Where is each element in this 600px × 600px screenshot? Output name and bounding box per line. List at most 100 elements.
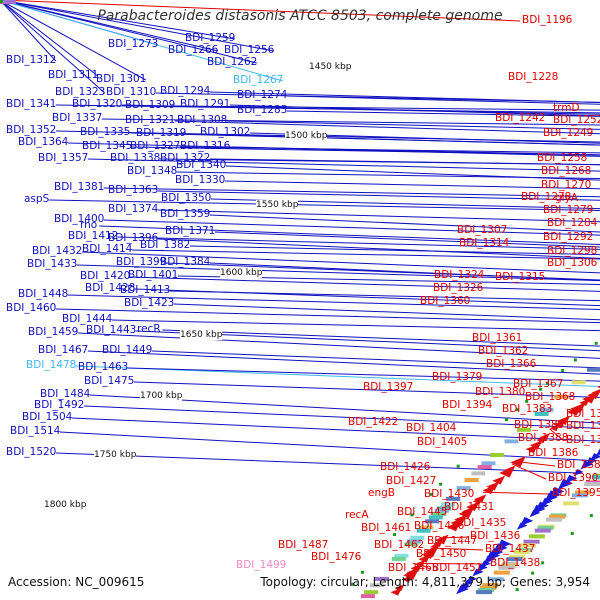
reverse-gene-arrow <box>482 484 496 495</box>
gc-dot <box>541 561 545 565</box>
leader-line <box>99 225 600 246</box>
leader-line <box>117 236 600 250</box>
cog-tile <box>394 553 409 558</box>
cog-tile <box>464 478 479 483</box>
leader-line <box>55 308 600 324</box>
gene-label: BDI_1298 <box>547 245 598 257</box>
gene-label: BDI_1467 <box>38 344 89 356</box>
cog-tile <box>369 583 384 588</box>
gene-label: BDI_1499 <box>236 559 287 571</box>
gene-label: BDI_1459 <box>28 326 79 338</box>
gene-label: BDI_1427 <box>386 475 437 487</box>
gene-label: BDI_1390 <box>548 472 599 484</box>
leader-line <box>229 146 600 156</box>
gene-label: BDI_1310 <box>106 86 157 98</box>
gene-label: BDI_1476 <box>311 551 362 563</box>
gene-label: BDI_1324 <box>434 269 485 281</box>
gene-label: BDI_1270 <box>541 179 592 191</box>
reverse-gene-arrow <box>472 497 484 505</box>
gc-dot <box>439 482 443 486</box>
leader-line <box>134 288 600 307</box>
gene-label: BDI_1478 <box>26 359 77 371</box>
reverse-gene-arrow <box>403 568 419 580</box>
forward-gene-arrow <box>472 568 484 577</box>
reverse-gene-arrow <box>414 559 426 568</box>
gene-label: BDI_1514 <box>10 425 61 437</box>
cog-tile <box>504 439 519 444</box>
gc-dot <box>525 399 529 403</box>
leader-line <box>157 190 600 201</box>
gene-label: BDI_1377 <box>566 434 600 446</box>
forward-gene-arrow <box>595 448 600 457</box>
kbp-label: 1600 kbp <box>220 268 263 278</box>
topology-text: Topology: circular; Length: 4,811,379 bp… <box>260 575 590 589</box>
leader-line <box>226 120 600 130</box>
cog-tile <box>404 542 419 547</box>
gene-label: BDI_1446 <box>414 520 465 532</box>
gene-label: rho <box>80 219 98 231</box>
gene-label: glyA <box>555 192 578 204</box>
accession-text: Accession: NC_009615 <box>8 575 145 589</box>
gene-label: BDI_1386 <box>528 447 579 459</box>
gene-label: BDI_1326 <box>433 282 484 294</box>
cog-tile <box>519 543 536 548</box>
leader-line <box>59 431 596 462</box>
leader-line <box>67 294 600 310</box>
reverse-gene-arrow <box>567 406 582 416</box>
leader-line <box>189 245 600 256</box>
cog-tile <box>479 585 496 590</box>
gene-label: BDI_1291 <box>180 98 231 110</box>
gene-label: BDI_1426 <box>380 461 431 473</box>
cog-tile <box>534 412 549 417</box>
gene-label: BDI_1315 <box>495 271 546 283</box>
gene-label: BDI_1267 <box>233 74 284 86</box>
cog-tile <box>428 515 443 520</box>
leader-line <box>416 562 489 565</box>
reverse-gene-arrow <box>579 398 590 406</box>
gene-label: BDI_1363 <box>108 184 159 196</box>
kbp-label: 1500 kbp <box>285 131 328 141</box>
reverse-gene-arrow <box>465 501 480 512</box>
leader-line <box>0 0 257 64</box>
leader-line <box>511 463 547 480</box>
gc-dot <box>515 588 519 592</box>
reverse-gene-arrow <box>418 554 431 563</box>
leader-line <box>173 303 600 321</box>
cog-tile <box>584 482 600 487</box>
reverse-gene-arrow <box>430 542 441 550</box>
leader-line <box>209 214 600 233</box>
cog-tile <box>431 512 446 517</box>
leader-line <box>209 262 600 282</box>
cog-tile <box>471 471 486 476</box>
gene-label: BDI_1348 <box>127 165 178 177</box>
cog-tile <box>482 583 499 588</box>
cog-tile <box>534 528 551 533</box>
leader-line <box>55 452 582 474</box>
cog-tile <box>364 590 379 595</box>
gene-label: BDI_1338 <box>110 152 161 164</box>
leader-line <box>224 180 600 190</box>
leader-line <box>157 238 600 259</box>
gc-dot <box>573 358 577 362</box>
gc-dot <box>531 571 535 575</box>
gene-label: BDI_1395 <box>552 487 600 499</box>
kbp-label: 1750 kbp <box>94 450 137 460</box>
leader-line <box>121 104 600 115</box>
gc-dot <box>351 582 355 586</box>
leader-line <box>209 91 600 104</box>
leader-line <box>83 405 600 429</box>
leader-line <box>162 329 600 347</box>
leader-line <box>0 0 521 22</box>
reverse-gene-arrow <box>394 583 405 592</box>
cog-tile <box>437 506 452 511</box>
gene-label: BDI_1430 <box>424 488 475 500</box>
cog-tile <box>539 407 554 412</box>
leader-line <box>151 350 600 369</box>
gene-label: BDI_1449 <box>102 344 153 356</box>
gene-label: BDI_1258 <box>537 152 588 164</box>
gene-label: BDI_1345 <box>82 140 133 152</box>
gc-dot <box>589 514 593 518</box>
forward-gene-arrow <box>573 469 584 477</box>
leader-line <box>129 276 600 292</box>
gene-label: BDI_1412 <box>68 230 119 242</box>
